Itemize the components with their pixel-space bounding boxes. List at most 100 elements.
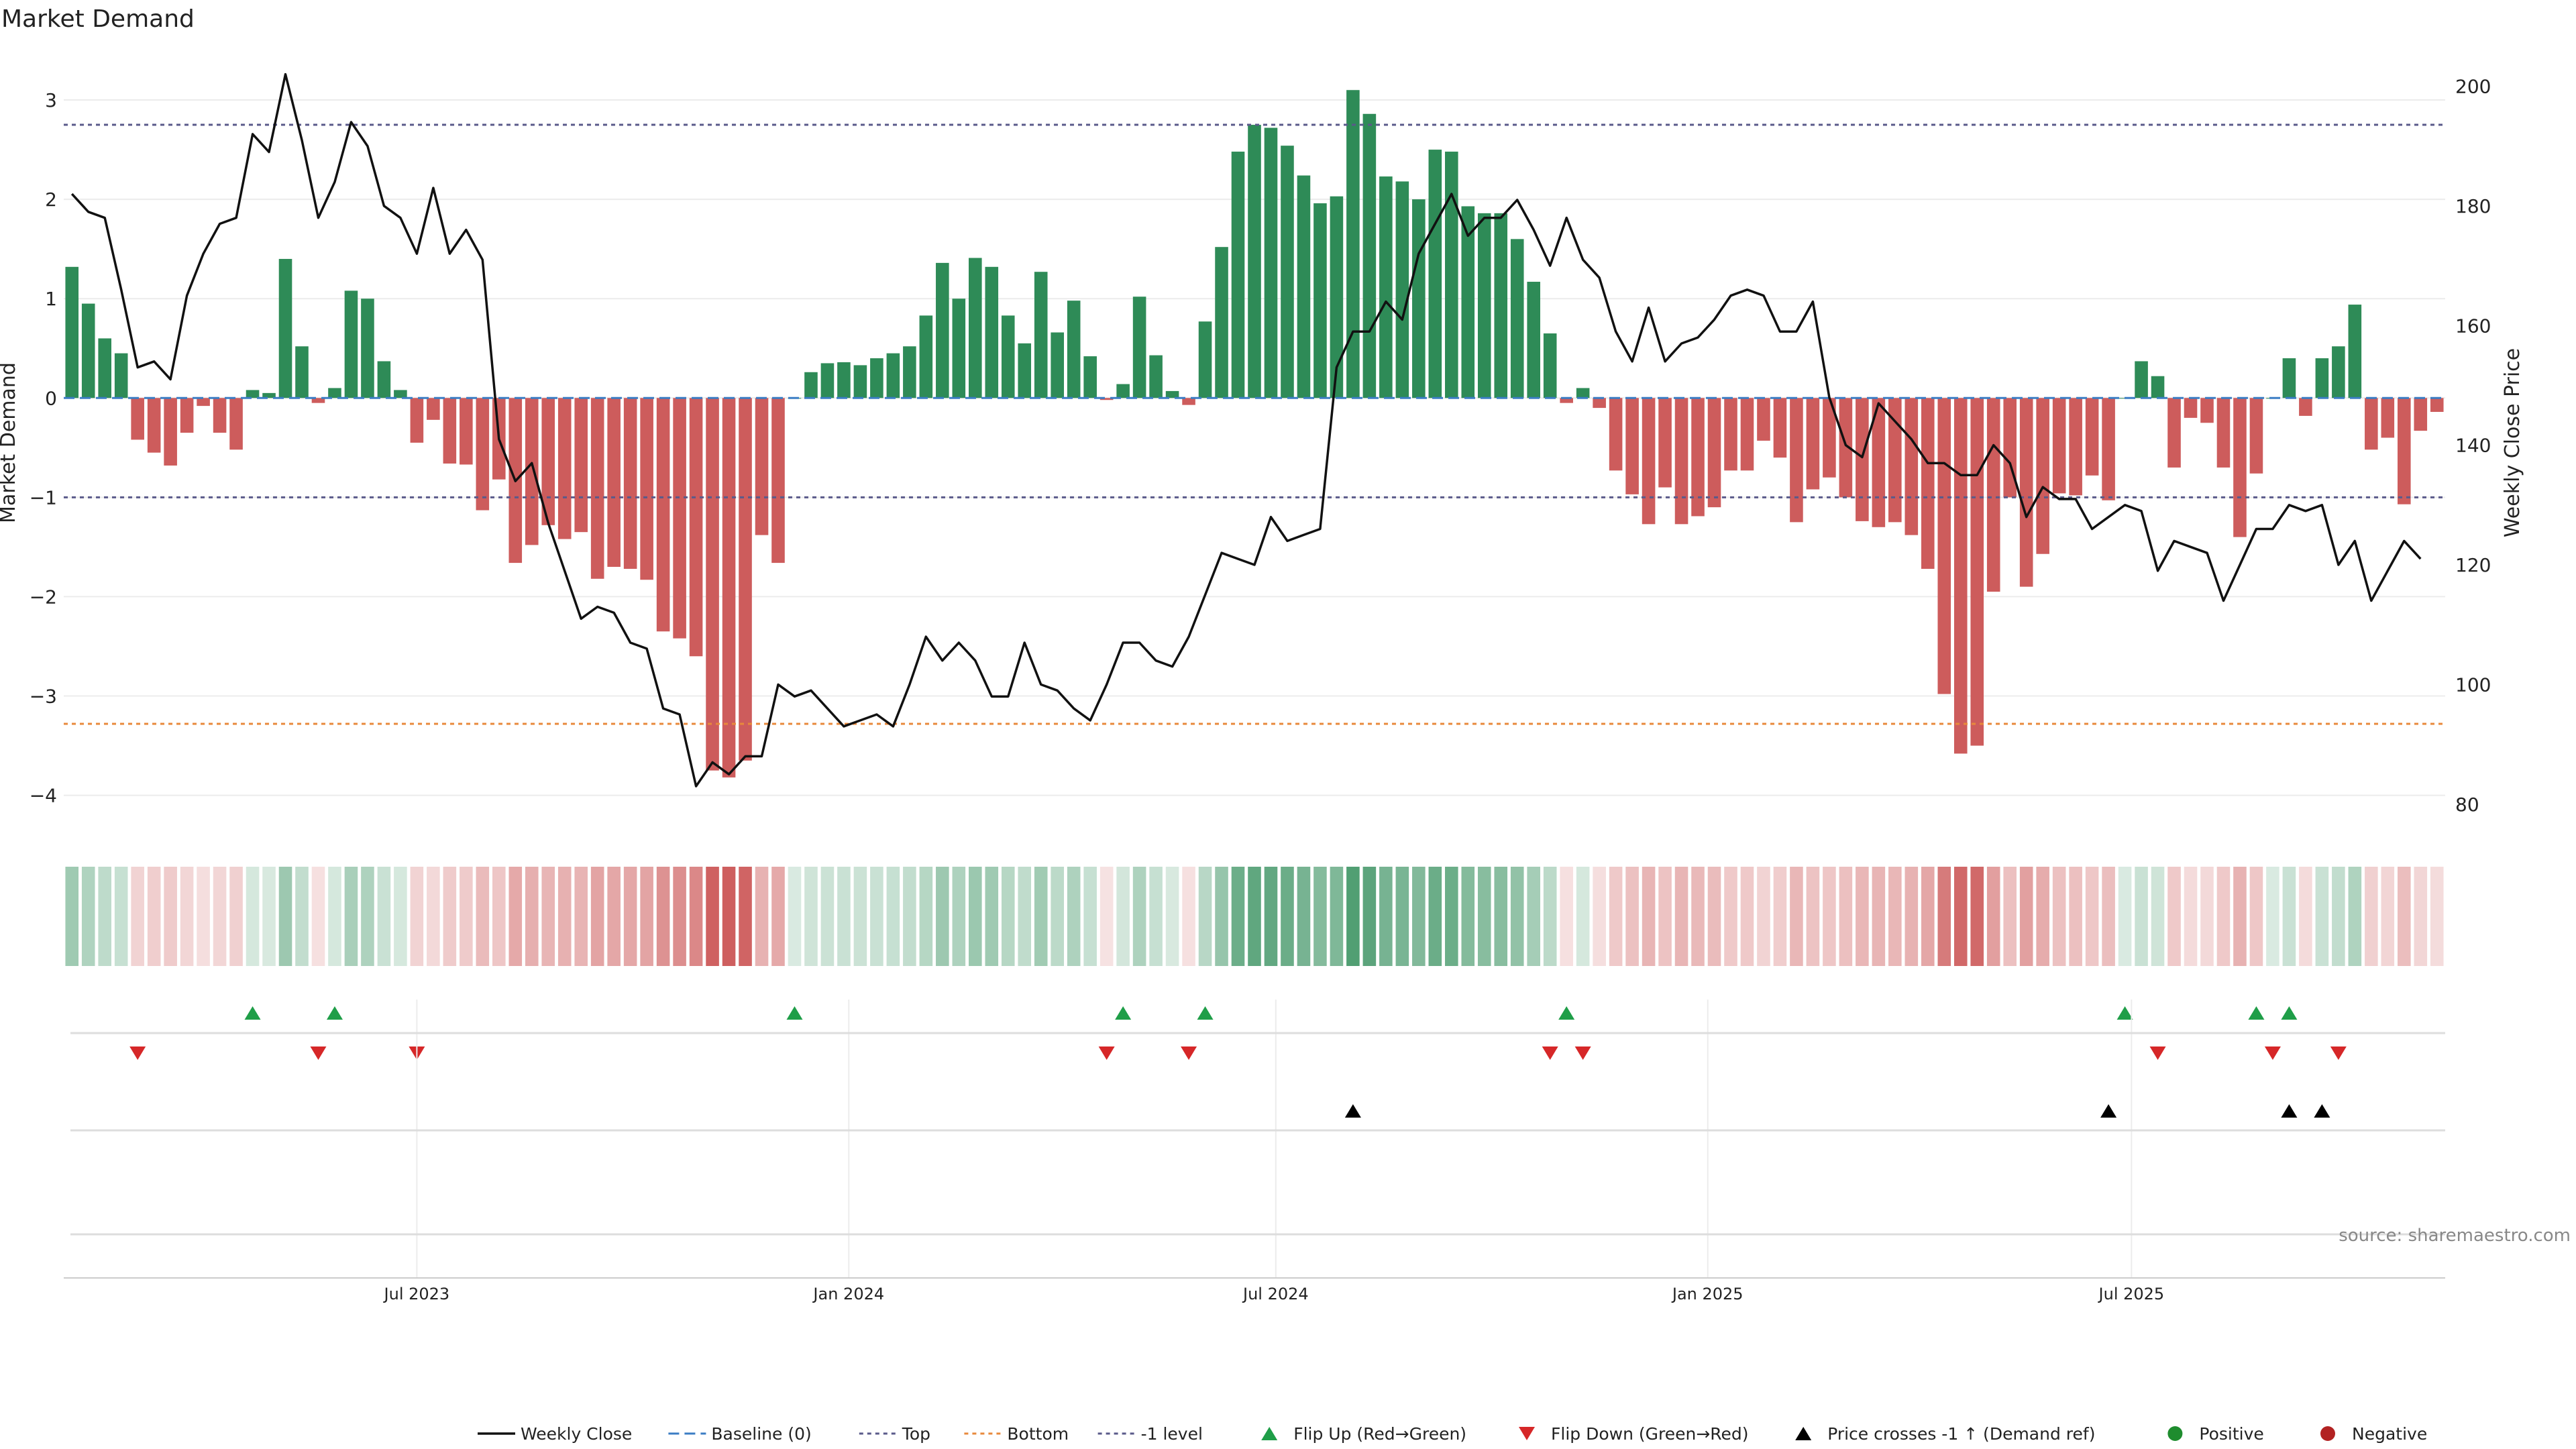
demand-bar-98 [1674,398,1688,525]
demand-bar-136 [2299,398,2312,416]
heat-cell-105 [1790,867,1803,966]
demand-bar-112 [1904,398,1919,535]
price-cross-marker-0 [1344,1104,1361,1118]
demand-bar-49 [870,358,883,398]
demand-bar-67 [1165,390,1179,398]
flip-up-marker-2 [786,1006,803,1020]
heat-cell-37 [673,867,686,966]
heat-cell-92 [1576,867,1590,966]
demand-bar-53 [936,262,949,398]
heat-cell-138 [2332,867,2345,966]
heat-cell-23 [443,867,457,966]
demand-bar-24 [460,398,473,465]
heat-cell-88 [1510,867,1524,966]
heat-cell-6 [164,867,177,966]
demand-bar-85 [1461,206,1475,398]
demand-bar-33 [607,398,621,567]
legend-item-minus_one: -1 level [1097,1424,1203,1444]
heat-cell-118 [2003,867,2017,966]
x-tick-label-4: Jul 2025 [2098,1285,2165,1303]
y2-tick-label-6: 80 [2455,794,2479,816]
heat-cell-136 [2299,867,2312,966]
heat-cell-2 [98,867,111,966]
demand-bar-121 [2052,398,2066,494]
flip-down-marker-5 [1542,1046,1558,1060]
demand-bar-63 [1099,398,1114,400]
heat-cell-72 [1248,867,1261,966]
heat-cell-143 [2414,867,2428,966]
heat-cell-97 [1658,867,1672,966]
price-cross-marker-1 [2100,1104,2117,1118]
demand-bar-75 [1297,175,1311,398]
heat-cell-41 [739,867,752,966]
demand-bar-48 [853,365,867,398]
heat-cell-29 [541,867,555,966]
heat-cell-14 [295,867,309,966]
legend-label: Weekly Close [521,1424,632,1444]
heat-cell-130 [2200,867,2214,966]
flip-down-marker-7 [2149,1046,2166,1060]
heat-cell-139 [2348,867,2362,966]
demand-bar-70 [1215,247,1228,398]
heat-cell-1 [81,867,95,966]
heat-cell-32 [590,867,604,966]
heat-cell-10 [229,867,243,966]
demand-bar-52 [919,315,933,398]
x-tick-label-3: Jan 2025 [1671,1285,1743,1303]
heat-cell-68 [1182,867,1195,966]
heat-cell-43 [771,867,785,966]
demand-bar-51 [903,346,916,398]
flip-up-marker-7 [2248,1006,2265,1020]
demand-bar-5 [147,398,161,453]
y-tick-label-6: −3 [30,686,57,708]
demand-bar-65 [1132,297,1146,398]
heat-cell-77 [1330,867,1344,966]
legend-item-line: Weekly Close [478,1424,632,1444]
heat-cell-53 [936,867,949,966]
y2-tick-label-0: 200 [2455,76,2491,98]
legend-label: Positive [2199,1424,2263,1444]
heat-cell-55 [969,867,982,966]
legend-swatch [1795,1427,1812,1440]
heat-cell-114 [1937,867,1951,966]
heat-cell-0 [65,867,79,966]
demand-bar-94 [1609,398,1623,471]
heat-cell-102 [1740,867,1754,966]
demand-bar-87 [1494,213,1508,398]
heat-cell-87 [1494,867,1508,966]
heat-cell-70 [1215,867,1228,966]
demand-bar-22 [427,398,440,420]
demand-bar-50 [886,353,900,398]
flip-up-marker-4 [1197,1006,1214,1020]
legend-swatch [2167,1426,2183,1441]
demand-bar-10 [229,398,243,450]
demand-bar-9 [213,398,227,433]
y2-axis: 200 180 160 140 120 100 80 [2455,76,2491,816]
legend: Weekly Close Baseline (0) Top Bottom -1 leve… [478,1424,2427,1444]
legend-label: Top [902,1424,930,1444]
demand-bar-78 [1346,90,1360,398]
heat-cell-100 [1707,867,1721,966]
y-tick-label-1: 2 [45,189,57,211]
demand-bar-74 [1281,146,1294,398]
heat-cell-95 [1625,867,1639,966]
flip-up-marker-0 [244,1006,261,1020]
heat-cell-106 [1806,867,1820,966]
y-tick-label-3: 0 [45,387,57,409]
demand-bar-42 [755,398,769,535]
heat-cell-128 [2167,867,2181,966]
demand-bar-81 [1395,181,1409,398]
demand-bar-111 [1888,398,1902,523]
demand-bar-69 [1198,321,1212,398]
legend-item-flip_up: Flip Up (Red→Green) [1261,1424,1466,1444]
demand-bar-40 [722,398,736,777]
demand-bar-73 [1264,127,1278,398]
heat-cell-108 [1839,867,1853,966]
demand-bar-18 [361,299,374,398]
heat-cell-24 [460,867,473,966]
heat-cell-51 [903,867,916,966]
y-tick-label-2: 1 [45,288,57,310]
demand-bar-142 [2398,398,2411,504]
heat-cell-48 [853,867,867,966]
heat-cell-126 [2135,867,2148,966]
